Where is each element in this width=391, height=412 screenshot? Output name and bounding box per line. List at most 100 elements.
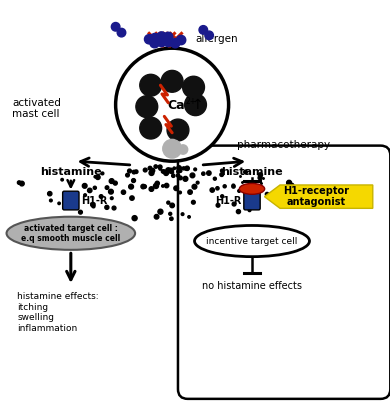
- Circle shape: [174, 186, 178, 191]
- Text: Ca: Ca: [167, 99, 185, 112]
- Circle shape: [93, 186, 97, 190]
- Circle shape: [109, 179, 114, 183]
- FancyBboxPatch shape: [178, 145, 390, 399]
- Circle shape: [301, 192, 303, 195]
- Circle shape: [232, 185, 235, 188]
- Circle shape: [190, 173, 195, 178]
- Circle shape: [169, 168, 173, 173]
- Text: 2+: 2+: [185, 97, 197, 106]
- Circle shape: [61, 178, 63, 181]
- Circle shape: [69, 201, 74, 206]
- Circle shape: [216, 187, 219, 190]
- Circle shape: [101, 172, 104, 175]
- Circle shape: [136, 96, 158, 117]
- Circle shape: [135, 170, 138, 173]
- Text: pharmacotherapy: pharmacotherapy: [237, 140, 330, 150]
- Circle shape: [185, 94, 206, 116]
- Circle shape: [140, 74, 161, 96]
- Circle shape: [159, 168, 161, 170]
- Circle shape: [181, 213, 184, 215]
- Circle shape: [117, 28, 126, 37]
- Circle shape: [287, 180, 292, 185]
- Circle shape: [132, 170, 136, 174]
- Circle shape: [130, 196, 134, 200]
- Circle shape: [176, 174, 179, 177]
- Circle shape: [210, 188, 214, 192]
- Circle shape: [129, 184, 133, 189]
- Circle shape: [110, 197, 113, 199]
- Circle shape: [258, 173, 262, 177]
- Circle shape: [179, 191, 181, 194]
- Ellipse shape: [239, 183, 265, 194]
- Circle shape: [172, 174, 175, 178]
- Circle shape: [94, 176, 97, 178]
- Circle shape: [127, 169, 131, 173]
- Circle shape: [170, 171, 174, 174]
- Circle shape: [205, 31, 213, 40]
- Circle shape: [182, 167, 185, 170]
- Circle shape: [83, 183, 87, 188]
- Circle shape: [194, 168, 197, 171]
- Text: H1-R: H1-R: [215, 196, 242, 206]
- Circle shape: [220, 173, 224, 176]
- Circle shape: [154, 215, 159, 219]
- Circle shape: [163, 32, 173, 42]
- Circle shape: [170, 217, 173, 220]
- Circle shape: [183, 176, 188, 181]
- Circle shape: [232, 184, 235, 187]
- Circle shape: [161, 185, 164, 187]
- Circle shape: [183, 76, 204, 98]
- Circle shape: [188, 215, 190, 218]
- FancyBboxPatch shape: [63, 191, 79, 210]
- Circle shape: [238, 190, 240, 192]
- Circle shape: [154, 183, 158, 189]
- Circle shape: [105, 205, 109, 209]
- Circle shape: [244, 170, 248, 174]
- Circle shape: [165, 183, 169, 188]
- Text: H1-receptor
antagonist: H1-receptor antagonist: [283, 186, 349, 208]
- Circle shape: [155, 181, 160, 185]
- Circle shape: [148, 166, 152, 170]
- Circle shape: [185, 168, 187, 170]
- Circle shape: [157, 37, 166, 47]
- Circle shape: [221, 169, 224, 172]
- Circle shape: [265, 192, 269, 196]
- Circle shape: [158, 209, 163, 214]
- Circle shape: [91, 203, 95, 207]
- Circle shape: [20, 181, 24, 186]
- Circle shape: [255, 199, 258, 202]
- Circle shape: [199, 26, 208, 34]
- Circle shape: [169, 212, 172, 215]
- Circle shape: [92, 205, 95, 208]
- Circle shape: [178, 170, 181, 173]
- Circle shape: [216, 204, 220, 207]
- Circle shape: [158, 165, 162, 169]
- Circle shape: [109, 189, 113, 194]
- Circle shape: [166, 168, 171, 173]
- Circle shape: [144, 35, 154, 44]
- Circle shape: [185, 166, 189, 171]
- Circle shape: [151, 169, 155, 173]
- Circle shape: [173, 167, 176, 170]
- Circle shape: [164, 171, 169, 176]
- Circle shape: [167, 119, 189, 141]
- Circle shape: [192, 185, 197, 189]
- Circle shape: [126, 173, 129, 177]
- Circle shape: [163, 139, 181, 158]
- Circle shape: [132, 179, 136, 183]
- Circle shape: [111, 23, 120, 31]
- Circle shape: [177, 166, 181, 170]
- Text: ↑: ↑: [192, 98, 203, 112]
- Circle shape: [72, 201, 75, 203]
- Circle shape: [161, 70, 183, 92]
- Circle shape: [50, 199, 52, 202]
- Circle shape: [290, 183, 294, 187]
- Circle shape: [143, 185, 146, 188]
- Circle shape: [176, 35, 186, 44]
- Text: histamine: histamine: [221, 167, 283, 177]
- Circle shape: [18, 181, 21, 184]
- Circle shape: [157, 32, 166, 41]
- Text: allergen: allergen: [196, 34, 238, 44]
- Circle shape: [178, 145, 188, 154]
- Circle shape: [132, 215, 137, 221]
